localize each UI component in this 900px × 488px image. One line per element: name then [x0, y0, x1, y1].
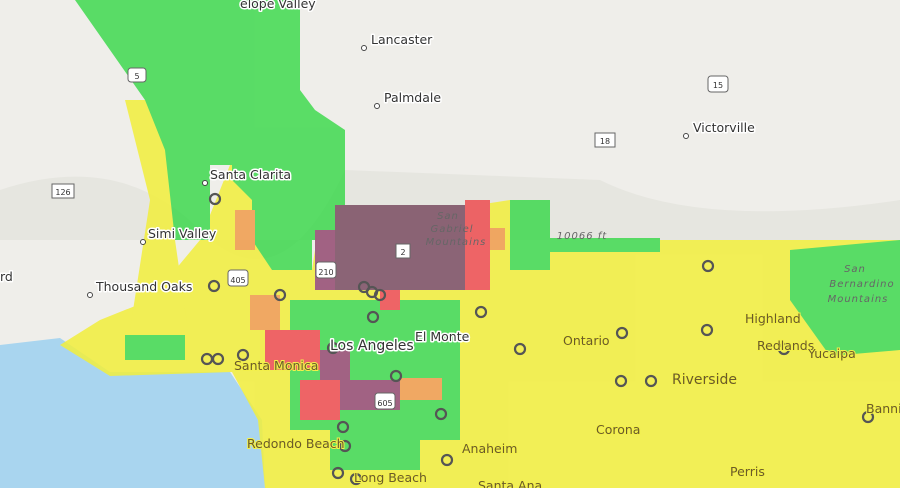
place-label: Santa Ana [478, 478, 542, 488]
highway-label: 126 [55, 188, 70, 197]
monitor [208, 192, 222, 206]
monitor [513, 342, 527, 356]
highway-label: 210 [318, 268, 333, 277]
monitor [701, 259, 715, 273]
place-label: Palmdale [384, 90, 441, 105]
shield [227, 269, 249, 287]
place-label: Redondo Beach [247, 436, 345, 451]
place-label: Riverside [672, 372, 737, 388]
city-dot [374, 103, 380, 109]
mountain-label: Gabriel [430, 224, 473, 235]
monitor [338, 439, 352, 453]
mountain-label: Bernardino [829, 279, 894, 290]
place-label: Thousand Oaks [95, 279, 192, 294]
monitor [644, 374, 658, 388]
monitor [474, 305, 488, 319]
monitor [211, 352, 225, 366]
place-label: Lancaster [371, 32, 433, 47]
monitor [273, 288, 287, 302]
aqi-moderate [125, 100, 188, 330]
place-label: rd [0, 269, 13, 284]
place-label: Redlands [757, 338, 814, 353]
aqi-unhealthy [265, 330, 320, 370]
monitor [615, 326, 629, 340]
place-label: Los Angeles [330, 338, 414, 354]
highway-label: 2 [400, 248, 405, 257]
city-dot [87, 292, 93, 298]
monitor [440, 453, 454, 467]
aqi-sensitive [400, 378, 442, 400]
monitor [373, 288, 387, 302]
aqi-very-unhealthy [315, 230, 335, 290]
aqi-good [510, 200, 550, 270]
mountain-label: San [844, 264, 866, 275]
aqi-good [550, 238, 660, 252]
place-label: Victorville [693, 120, 755, 135]
highways: 5 15 18 126 405 210 2 605 [51, 67, 729, 410]
highway-label: 18 [600, 137, 610, 146]
city-dot [683, 133, 689, 139]
place-label: elope Valley [240, 0, 316, 11]
ocean [0, 338, 265, 488]
aqi-very-unhealthy [320, 350, 350, 380]
monitor [331, 466, 345, 480]
shield [315, 261, 337, 279]
aqi-unhealthy [300, 380, 340, 420]
highway-label: 405 [230, 276, 245, 285]
monitor [861, 410, 875, 424]
monitors [200, 192, 875, 486]
elevation-label: 10066 ft [557, 231, 608, 242]
monitor [349, 472, 363, 486]
city-dot [140, 239, 146, 245]
mountain-label: Mountains [426, 237, 487, 248]
mountain-label: San [437, 211, 459, 222]
place-label: Santa Clarita [210, 167, 291, 182]
monitor [777, 342, 791, 356]
place-label: Highland [745, 311, 801, 326]
mountain-label: Mountains [828, 294, 889, 305]
aqi-good [125, 335, 185, 360]
shield [594, 132, 616, 148]
aqi-sensitive [235, 210, 255, 250]
monitor [326, 341, 340, 355]
aqi-moderate [60, 165, 900, 488]
city-dot [361, 45, 367, 51]
city-dots [87, 45, 689, 298]
monitor [366, 310, 380, 324]
highway-label: 605 [377, 399, 392, 408]
aqi-sensitive [250, 295, 280, 330]
monitor [389, 369, 403, 383]
place-label: Corona [596, 422, 640, 437]
monitor [236, 348, 250, 362]
place-label: Bannin [866, 401, 900, 416]
monitor [700, 323, 714, 337]
shield [395, 243, 411, 259]
place-label: Perris [730, 464, 765, 479]
place-label: Simi Valley [148, 226, 217, 241]
highway-label: 15 [713, 81, 723, 90]
city-dot [202, 180, 208, 186]
shield [374, 392, 396, 410]
aqi-unhealthy [465, 200, 490, 290]
monitor [434, 407, 448, 421]
place-label: El Monte [415, 329, 470, 344]
place-label: Yucaipa [807, 346, 856, 361]
shield [127, 67, 147, 83]
place-label: Ontario [563, 333, 610, 348]
monitor [614, 374, 628, 388]
place-label: Anaheim [462, 441, 517, 456]
highway-label: 5 [134, 72, 139, 81]
shield [51, 183, 75, 199]
monitor [207, 279, 221, 293]
aqi-sensitive [490, 228, 505, 250]
aqi-good [790, 240, 900, 356]
shield [707, 75, 729, 93]
monitor [336, 420, 350, 434]
place-label: Santa Monica [234, 358, 318, 373]
place-label: Long Beach [354, 470, 427, 485]
